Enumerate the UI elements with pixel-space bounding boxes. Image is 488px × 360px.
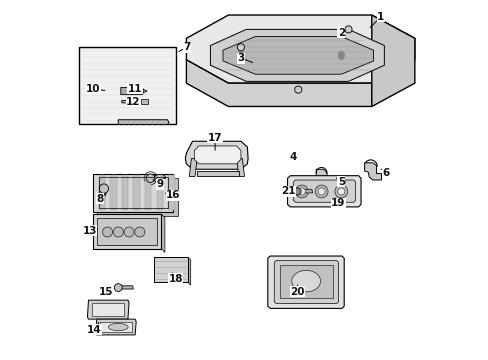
Polygon shape bbox=[110, 175, 116, 210]
Circle shape bbox=[338, 53, 344, 59]
Circle shape bbox=[298, 188, 305, 195]
Text: 13: 13 bbox=[82, 226, 97, 236]
Circle shape bbox=[293, 188, 301, 195]
Circle shape bbox=[344, 26, 351, 33]
Text: 21: 21 bbox=[281, 186, 295, 197]
Polygon shape bbox=[267, 256, 344, 309]
Polygon shape bbox=[93, 214, 161, 249]
Polygon shape bbox=[223, 37, 373, 74]
Polygon shape bbox=[236, 158, 244, 176]
Circle shape bbox=[102, 227, 112, 237]
Circle shape bbox=[337, 188, 344, 195]
Text: 7: 7 bbox=[183, 42, 190, 52]
Circle shape bbox=[294, 86, 301, 93]
Polygon shape bbox=[210, 30, 384, 81]
Circle shape bbox=[317, 188, 325, 195]
Polygon shape bbox=[187, 257, 190, 285]
Polygon shape bbox=[100, 322, 131, 332]
Text: 9: 9 bbox=[156, 179, 163, 189]
Polygon shape bbox=[92, 303, 124, 316]
Circle shape bbox=[295, 185, 308, 198]
Ellipse shape bbox=[108, 323, 128, 330]
Circle shape bbox=[338, 51, 344, 57]
Polygon shape bbox=[298, 189, 312, 193]
Polygon shape bbox=[364, 163, 381, 180]
Polygon shape bbox=[293, 180, 355, 202]
Text: 6: 6 bbox=[382, 168, 389, 178]
Polygon shape bbox=[97, 219, 157, 244]
Polygon shape bbox=[122, 100, 137, 103]
Polygon shape bbox=[168, 175, 174, 210]
Polygon shape bbox=[99, 175, 105, 210]
Circle shape bbox=[146, 174, 155, 183]
Text: 8: 8 bbox=[97, 194, 104, 204]
Polygon shape bbox=[371, 15, 414, 107]
Polygon shape bbox=[186, 15, 414, 83]
Text: 11: 11 bbox=[128, 84, 142, 94]
Text: 5: 5 bbox=[337, 177, 344, 187]
Text: 17: 17 bbox=[207, 133, 222, 143]
Text: 1: 1 bbox=[376, 12, 384, 22]
Polygon shape bbox=[189, 158, 197, 176]
Circle shape bbox=[113, 227, 123, 237]
Text: 16: 16 bbox=[166, 190, 181, 200]
Text: 20: 20 bbox=[290, 287, 304, 297]
Circle shape bbox=[238, 53, 244, 59]
Polygon shape bbox=[279, 265, 333, 298]
Polygon shape bbox=[316, 169, 333, 185]
Polygon shape bbox=[154, 257, 187, 282]
Polygon shape bbox=[154, 176, 165, 179]
Polygon shape bbox=[133, 175, 140, 210]
Polygon shape bbox=[96, 319, 136, 335]
Polygon shape bbox=[100, 192, 106, 197]
Polygon shape bbox=[274, 261, 338, 303]
Text: 14: 14 bbox=[87, 325, 102, 335]
Circle shape bbox=[99, 184, 108, 193]
Polygon shape bbox=[185, 141, 247, 169]
Text: 15: 15 bbox=[99, 287, 113, 297]
Polygon shape bbox=[120, 286, 133, 289]
Polygon shape bbox=[287, 176, 360, 207]
Polygon shape bbox=[194, 146, 241, 164]
Text: 2: 2 bbox=[337, 28, 344, 38]
Polygon shape bbox=[140, 99, 148, 104]
Circle shape bbox=[135, 227, 144, 237]
Polygon shape bbox=[197, 171, 238, 176]
Polygon shape bbox=[121, 87, 144, 95]
Polygon shape bbox=[118, 120, 169, 125]
Circle shape bbox=[114, 284, 122, 292]
Circle shape bbox=[238, 51, 244, 57]
Text: 12: 12 bbox=[126, 97, 140, 107]
Polygon shape bbox=[87, 300, 129, 319]
Polygon shape bbox=[161, 214, 164, 252]
Polygon shape bbox=[93, 174, 173, 212]
Polygon shape bbox=[186, 60, 371, 107]
Circle shape bbox=[334, 185, 347, 198]
Text: 4: 4 bbox=[288, 152, 296, 162]
Polygon shape bbox=[156, 175, 163, 210]
Polygon shape bbox=[97, 178, 178, 216]
Text: 10: 10 bbox=[86, 84, 100, 94]
Text: 3: 3 bbox=[237, 53, 244, 63]
Circle shape bbox=[237, 44, 244, 51]
Polygon shape bbox=[79, 47, 176, 125]
Circle shape bbox=[314, 185, 327, 198]
Polygon shape bbox=[144, 175, 151, 210]
Text: 18: 18 bbox=[168, 274, 183, 284]
Circle shape bbox=[124, 227, 134, 237]
Text: 19: 19 bbox=[330, 198, 345, 208]
Polygon shape bbox=[122, 175, 128, 210]
Ellipse shape bbox=[291, 270, 320, 292]
